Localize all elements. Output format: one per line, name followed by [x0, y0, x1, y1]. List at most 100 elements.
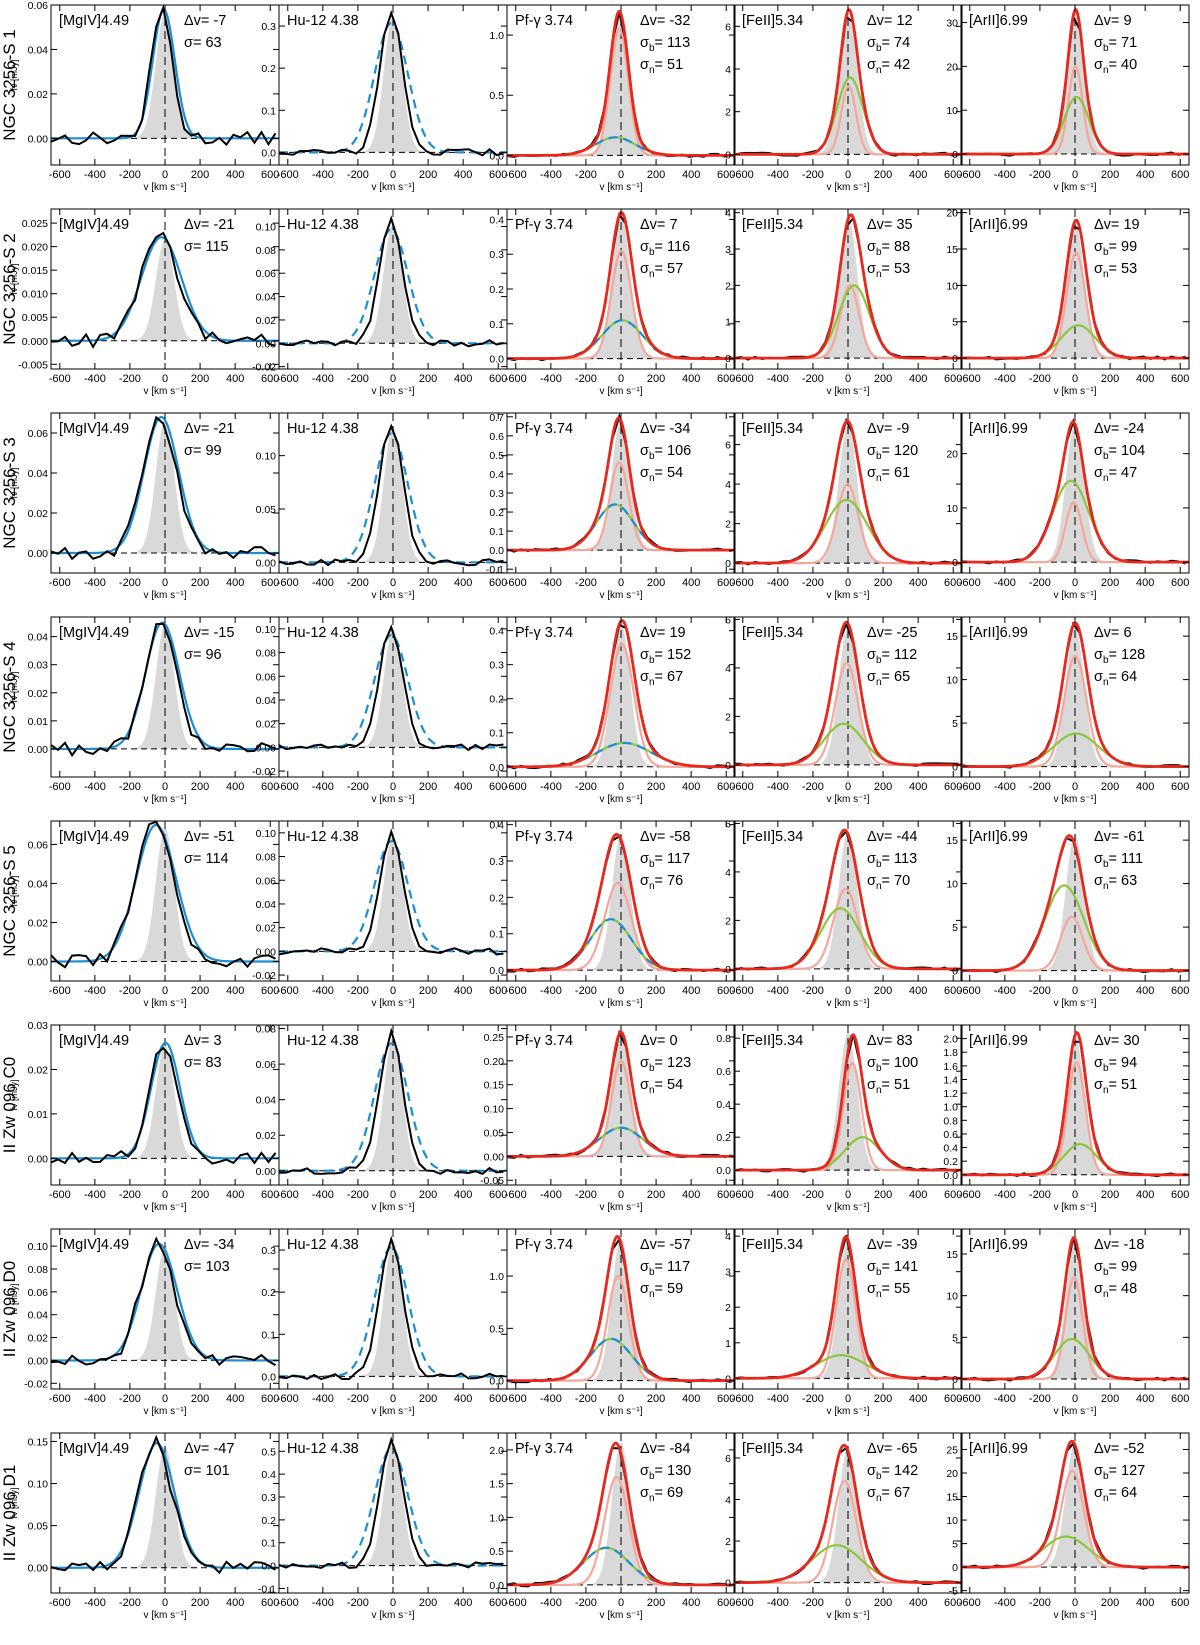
equals: =	[655, 1463, 668, 1479]
y-tick-label: 0	[725, 760, 731, 772]
x-axis-label: v [km s⁻¹]	[1053, 1202, 1096, 1213]
gaussian-fit	[51, 1242, 279, 1362]
plot-area	[507, 1025, 735, 1185]
sigma-b-value: 142	[894, 1463, 918, 1479]
y-tick-label: 15	[946, 835, 958, 847]
plot-area	[961, 821, 1189, 981]
x-tick-label: -200	[347, 1393, 369, 1405]
x-tick-label: 200	[419, 577, 437, 589]
x-tick-label: 200	[191, 169, 209, 181]
plot-area	[279, 617, 507, 777]
x-tick-label: -400	[312, 985, 334, 997]
panel-r7-c2: -600 -400 -200 0 200 400 600 v [km s⁻¹] 0.0 0.1 0.…	[261, 1228, 508, 1417]
x-tick-label: 600	[261, 577, 279, 589]
velocity-shift: Δv= -52	[1094, 1441, 1144, 1457]
line-name: [MgIV]4.49	[59, 1237, 129, 1253]
y-tick-label: 15	[946, 631, 958, 643]
y-tick-label: 10	[946, 879, 958, 891]
x-tick-label: -600	[732, 781, 754, 793]
y-tick-label: 0.02	[256, 1130, 277, 1142]
y-tick-label: 0.1	[261, 1538, 276, 1550]
velocity-shift-label: Δv=	[1094, 1237, 1123, 1253]
y-tick-label: 30	[946, 18, 958, 30]
x-tick-label: 400	[226, 1189, 244, 1201]
total-fit	[734, 1234, 962, 1380]
equals: =	[1109, 1259, 1122, 1275]
y-tick-label: 0.4	[489, 626, 504, 638]
y-tick-label: 0.00	[256, 742, 277, 754]
total-fit	[961, 1236, 1189, 1381]
velocity-shift: Δv= 7	[640, 217, 678, 233]
y-tick-label: 0	[952, 1562, 958, 1574]
y-tick-label: 0.6	[943, 1129, 958, 1141]
sigma-subscript: n	[876, 269, 882, 280]
velocity-shift-label: Δv=	[184, 1237, 213, 1253]
y-tick-label: 1.4	[943, 1074, 958, 1086]
y-tick-label: 0.02	[28, 688, 49, 700]
panel-r3-c3: -600 -400 -200 0 200 400 600 v [km s⁻¹] -0.1 0.0 0…	[486, 412, 736, 601]
sigma-b-value: 113	[894, 851, 917, 867]
x-tick-label: 600	[944, 577, 962, 589]
y-tick-label: 0.3	[261, 21, 276, 33]
sigma-subscript: n	[649, 677, 655, 688]
x-tick-label: 400	[1136, 1597, 1154, 1609]
sigma-n: σn= 69	[640, 1485, 683, 1504]
x-tick-label: 0	[1072, 1393, 1078, 1405]
plot-area	[961, 413, 1189, 573]
sigma-label: σ=	[184, 443, 205, 459]
sigma-b: σb= 142	[867, 1463, 918, 1482]
velocity-shift-value: 19	[669, 625, 685, 641]
y-tick-label: 6	[725, 21, 731, 33]
line-name: [FeII]5.34	[742, 421, 803, 437]
velocity-shift: Δv= -51	[184, 829, 234, 845]
sigma-b-value: 113	[667, 35, 690, 51]
sigma-subscript: b	[649, 1267, 655, 1278]
x-tick-label: 0	[845, 985, 851, 997]
line-name: Pf-γ 3.74	[515, 625, 573, 641]
y-tick-label: 1	[725, 1338, 731, 1350]
sigma-label: σ=	[184, 35, 205, 51]
x-tick-label: -600	[959, 985, 981, 997]
y-tick-label: 5	[952, 317, 958, 329]
x-axis-label: v [km s⁻¹]	[599, 794, 642, 805]
velocity-shift: Δv= -32	[640, 13, 690, 29]
y-tick-label: 0.0	[261, 1371, 276, 1383]
y-tick-label: 0.00	[28, 1153, 49, 1165]
y-tick-label: 1.0	[489, 1512, 504, 1524]
y-tick-label: 0.04	[256, 899, 277, 911]
velocity-shift-value: -18	[1123, 1237, 1144, 1253]
x-tick-label: -400	[994, 1597, 1016, 1609]
x-tick-label: -600	[505, 577, 527, 589]
y-tick-label: 0.08	[256, 852, 277, 864]
x-tick-label: 400	[909, 1393, 927, 1405]
velocity-shift-value: -15	[213, 625, 234, 641]
y-tick-label: 0.2	[489, 694, 504, 706]
x-tick-label: 0	[845, 169, 851, 181]
sigma-symbol: σ	[640, 261, 649, 277]
y-tick-label: 0.04	[28, 44, 49, 56]
sigma-value: 63	[205, 35, 221, 51]
x-tick-label: -600	[959, 1189, 981, 1201]
y-tick-label: 2.0	[489, 1445, 504, 1457]
x-tick-label: 400	[454, 985, 472, 997]
y-tick-label: 2.0	[943, 1034, 958, 1046]
x-tick-label: 400	[454, 577, 472, 589]
sigma-value: 96	[205, 647, 221, 663]
sigma-n: σn= 54	[640, 465, 683, 484]
x-tick-label: 400	[1136, 781, 1154, 793]
x-tick-label: -400	[767, 1393, 789, 1405]
sigma: σ= 63	[184, 35, 222, 51]
x-tick-label: -600	[277, 169, 299, 181]
y-axis-label: fν [mJy]	[9, 876, 19, 907]
equals: =	[1109, 1077, 1122, 1093]
sigma-n: σn= 40	[1094, 57, 1137, 76]
y-tick-label: 0.3	[261, 1245, 276, 1257]
velocity-shift-label: Δv=	[1094, 829, 1123, 845]
sigma-n: σn= 51	[1094, 1077, 1137, 1096]
total-fit	[507, 1234, 735, 1383]
panel-r8-c3: -600 -400 -200 0 200 400 600 v [km s⁻¹] 0.0 0.5 1.…	[489, 1432, 736, 1621]
observed-spectrum	[279, 1436, 504, 1570]
x-tick-label: -200	[119, 577, 141, 589]
